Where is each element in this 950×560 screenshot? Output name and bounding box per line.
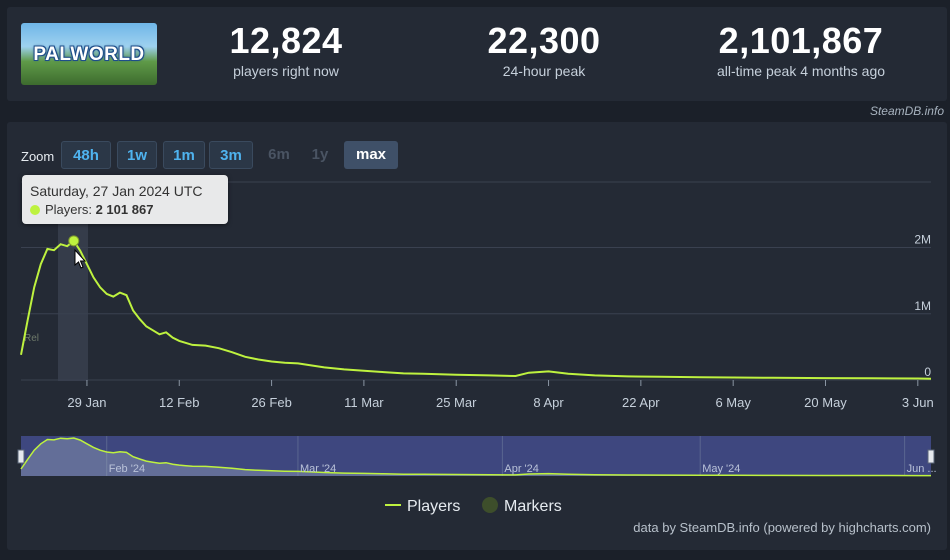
x-tick-label: 8 Apr — [533, 395, 564, 410]
data-tooltip: Saturday, 27 Jan 2024 UTC Players: 2 101… — [22, 175, 228, 224]
legend-label-markers: Markers — [504, 498, 562, 515]
navigator-labels: Feb '24 Mar '24 Apr '24 May '24 Jun ... — [109, 463, 937, 475]
markers-legend-icon — [482, 497, 498, 513]
x-tick-label: 12 Feb — [159, 395, 199, 410]
stat-alltime-value: 2,101,867 — [718, 20, 884, 61]
tooltip-value: 2 101 867 — [95, 202, 154, 217]
x-tick-label: 29 Jan — [67, 395, 106, 410]
navigator-right-handle[interactable] — [927, 449, 935, 464]
zoom-6m-button: 6m — [268, 146, 290, 163]
zoom-max-button[interactable]: max — [344, 141, 398, 169]
navigator-area — [21, 438, 931, 476]
players-series-line — [20, 239, 932, 380]
stat-alltime-label: all-time peak 4 months ago — [716, 63, 886, 79]
y-tick-label: 0 — [924, 365, 931, 379]
tooltip-date: Saturday, 27 Jan 2024 UTC — [30, 183, 203, 199]
legend-item-players[interactable]: Players — [385, 498, 460, 515]
player-chart: Zoom 48h 1w 1m 3m 6m 1y max Rel 0 1M 2M 29… — [7, 122, 947, 550]
stat-current-value: 12,824 — [229, 20, 343, 61]
game-logo-text: PALWORLD — [33, 44, 145, 65]
zoom-3m-button[interactable]: 3m — [209, 141, 253, 169]
zoom-1m-button[interactable]: 1m — [163, 141, 205, 169]
navigator-left-handle[interactable] — [17, 449, 25, 464]
x-tick-label: 6 May — [715, 395, 751, 410]
steamdb-credit[interactable]: SteamDB.info — [869, 104, 944, 118]
players-series-points — [21, 241, 931, 379]
stat-current-players: 12,824 players right now — [193, 20, 379, 80]
stat-24h-peak: 22,300 24-hour peak — [451, 20, 637, 80]
zoom-1w-button[interactable]: 1w — [117, 141, 157, 169]
zoom-1y-button: 1y — [311, 146, 329, 163]
navigator-label: May '24 — [702, 463, 740, 475]
x-tick-label: 3 Jun — [902, 395, 934, 410]
stat-24h-value: 22,300 — [487, 20, 601, 61]
navigator-label: Jun ... — [907, 463, 937, 475]
highlighted-point[interactable] — [68, 235, 80, 247]
legend-label-players: Players — [407, 498, 460, 515]
mouse-cursor-icon — [74, 248, 87, 269]
navigator-line — [20, 437, 931, 477]
navigator-label: Apr '24 — [504, 463, 539, 475]
y-tick-label: 1M — [914, 299, 931, 313]
stat-current-label: players right now — [233, 63, 339, 79]
x-tick-label: 20 May — [804, 395, 847, 410]
x-tick-label: 11 Mar — [344, 395, 384, 410]
x-axis-labels: 29 Jan 12 Feb 26 Feb 11 Mar 25 Mar 8 Apr 22 Ap… — [67, 395, 933, 410]
game-logo[interactable]: PALWORLD — [21, 23, 157, 85]
stat-24h-label: 24-hour peak — [502, 63, 586, 79]
navigator-label: Mar '24 — [300, 463, 336, 475]
x-tick-label: 25 Mar — [436, 395, 477, 410]
legend-item-markers[interactable]: Markers — [482, 497, 562, 515]
x-tick-label: 22 Apr — [622, 395, 660, 410]
series-dot-icon — [30, 205, 40, 215]
marker-label: Rel — [24, 333, 39, 344]
tooltip-row: Players: 2 101 867 — [30, 202, 153, 217]
navigator-selection[interactable] — [21, 436, 931, 476]
highcharts-credit[interactable]: data by SteamDB.info (powered by highcha… — [633, 520, 931, 535]
x-tick-label: 26 Feb — [251, 395, 291, 410]
stat-all-time-peak: 2,101,867 all-time peak 4 months ago — [681, 20, 921, 80]
y-tick-label: 2M — [914, 233, 931, 247]
y-axis-labels: 0 1M 2M — [914, 233, 931, 379]
x-axis-ticks — [86, 380, 919, 386]
stats-panel: PALWORLD 12,824 players right now 22,300… — [7, 7, 947, 101]
navigator-label: Feb '24 — [109, 463, 145, 475]
zoom-48h-button[interactable]: 48h — [61, 141, 111, 169]
zoom-label: Zoom — [21, 149, 55, 164]
tooltip-series-label: Players: — [45, 202, 92, 217]
